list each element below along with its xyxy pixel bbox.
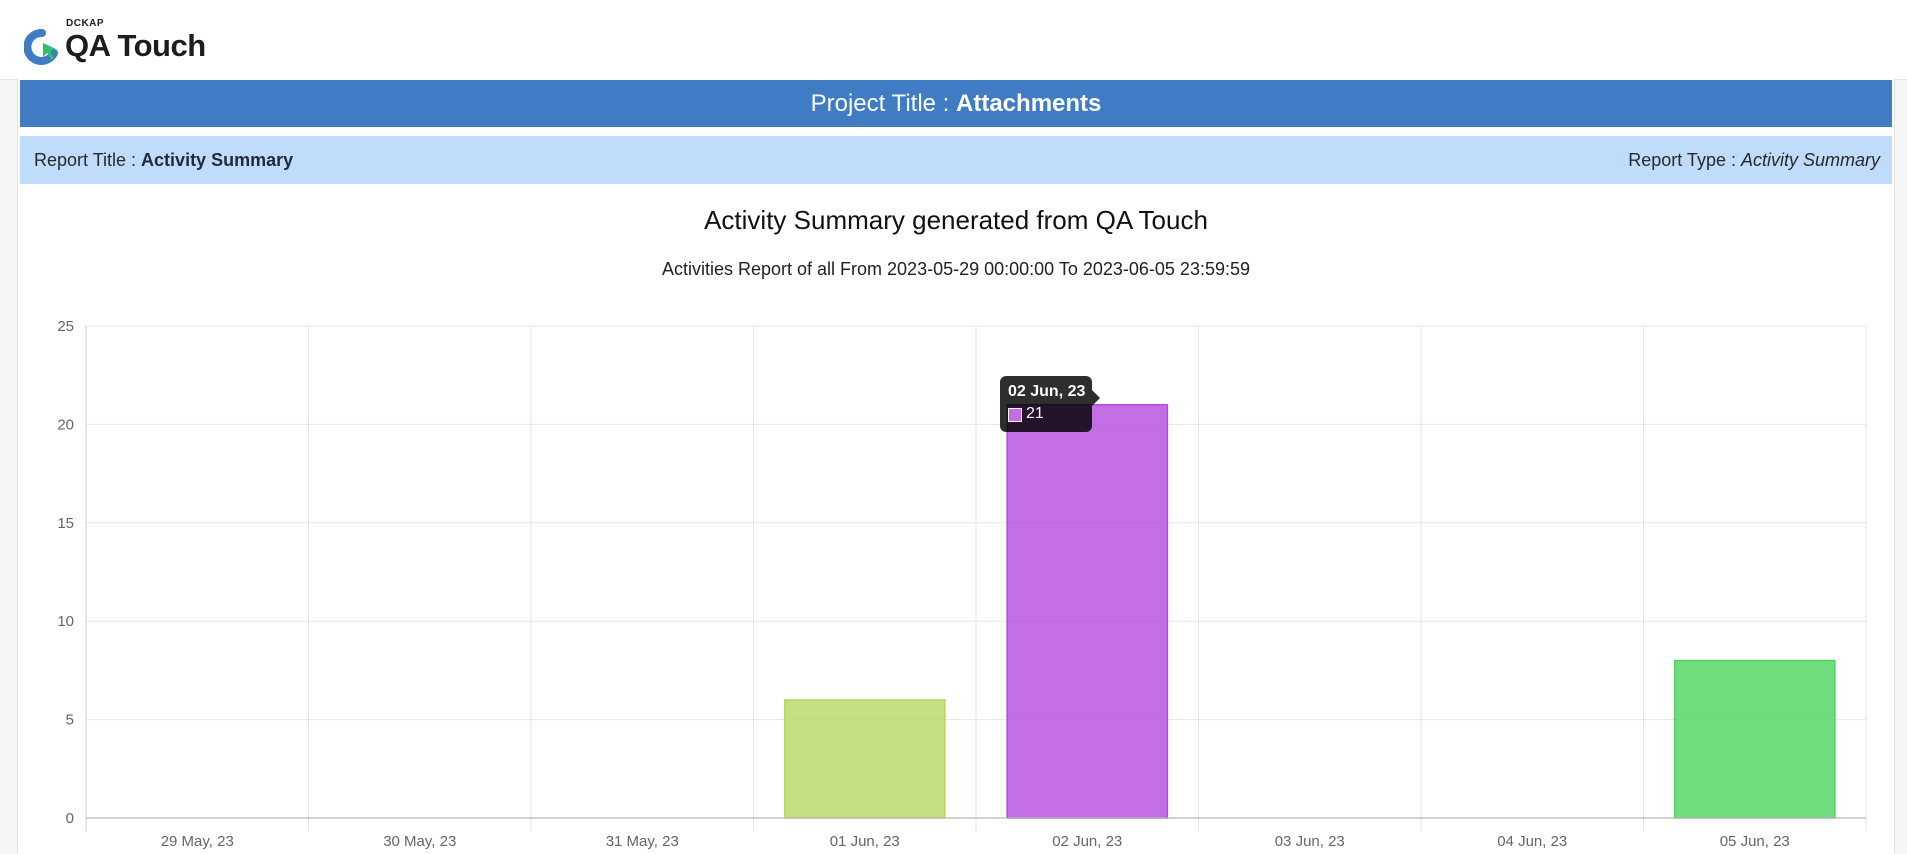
report-title: Report Title : Activity Summary [34, 136, 293, 184]
chart-title: Activity Summary generated from QA Touch [704, 205, 1208, 235]
report-type-label: Report Type : [1628, 150, 1741, 170]
y-tick-label: 0 [66, 810, 74, 827]
app-header: DCKAP QA Touch [0, 0, 1907, 80]
project-title-bar: Project Title : Attachments [20, 80, 1892, 127]
x-tick-label: 30 May, 23 [383, 833, 456, 850]
y-tick-label: 20 [57, 416, 74, 433]
report-panel: Project Title : Attachments Report Title… [17, 79, 1895, 854]
report-type-value: Activity Summary [1740, 150, 1880, 170]
y-tick-label: 25 [57, 318, 74, 335]
chart-grid [85, 325, 1867, 832]
y-tick-label: 10 [57, 613, 74, 630]
chart-subtitle: Activities Report of all From 2023-05-29… [661, 259, 1251, 279]
x-tick-label: 02 Jun, 23 [1052, 833, 1122, 850]
brand-name: QA Touch [65, 28, 206, 63]
y-tick-label: 15 [57, 515, 74, 532]
tooltip-swatch [1008, 408, 1022, 422]
x-tick-label: 05 Jun, 23 [1720, 833, 1790, 850]
x-tick-label: 04 Jun, 23 [1497, 833, 1567, 850]
x-tick-label: 29 May, 23 [161, 833, 234, 850]
report-title-label: Report Title : [34, 150, 142, 170]
chart-tick-labels: 0 5 10 15 20 25 29 May, 23 30 May, 23 31 May, 23… [57, 318, 1789, 850]
y-tick-label: 5 [66, 712, 74, 729]
qa-touch-logo-icon [24, 29, 58, 65]
brand-company: DCKAP [66, 18, 105, 29]
report-title-value: Activity Summary [141, 150, 294, 170]
qa-touch-logo[interactable]: DCKAP QA Touch [24, 15, 244, 65]
activity-bar-chart: 0 5 10 15 20 25 29 May, 23 30 May, 23 31 May, 23… [57, 318, 1867, 850]
report-info-bar: Report Title : Activity Summary Report T… [20, 136, 1892, 184]
x-tick-label: 03 Jun, 23 [1275, 833, 1345, 850]
chart-bars [783, 403, 1836, 819]
report-type: Report Type : Activity Summary [1628, 136, 1880, 184]
tooltip-value: 21 [1026, 405, 1044, 422]
bar-4[interactable] [783, 699, 946, 819]
x-tick-label: 01 Jun, 23 [830, 833, 900, 850]
bar-5[interactable] [1006, 403, 1169, 819]
tooltip-title: 02 Jun, 23 [1008, 383, 1086, 400]
bar-8[interactable] [1673, 659, 1836, 819]
project-title-value: Attachments [956, 90, 1102, 117]
bar-tooltip: 02 Jun, 23 21 [1000, 376, 1100, 432]
x-tick-label: 31 May, 23 [606, 833, 679, 850]
project-title-label: Project Title : [810, 90, 957, 117]
